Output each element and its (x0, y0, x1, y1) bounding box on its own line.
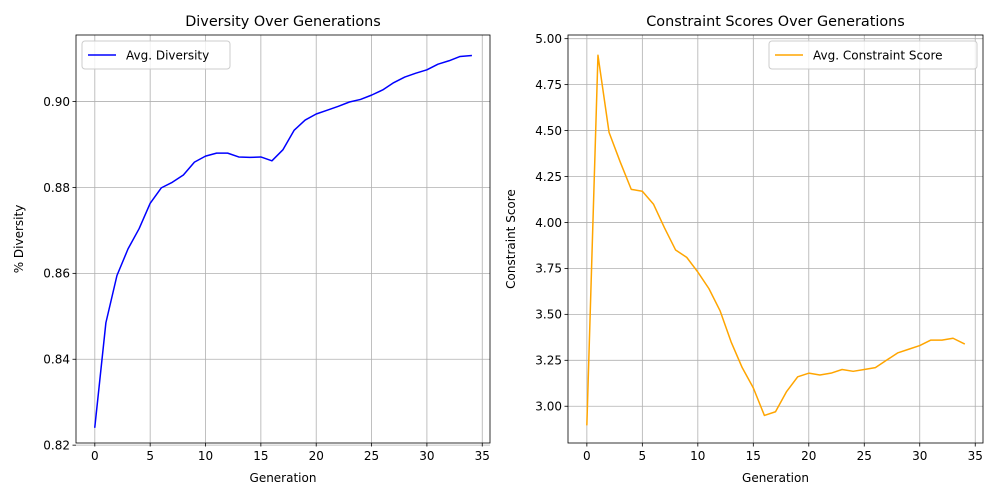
x-tick-label: 35 (968, 449, 983, 463)
grid (568, 35, 983, 443)
x-tick-label: 35 (475, 449, 490, 463)
y-axis-label: % Diversity (12, 205, 26, 274)
y-tick-label: 0.82 (43, 438, 70, 452)
x-tick-label: 5 (146, 449, 154, 463)
x-tick-label: 0 (91, 449, 99, 463)
series-line-0 (586, 54, 966, 426)
legend-label: Avg. Constraint Score (813, 48, 943, 62)
x-tick-label: 20 (801, 449, 816, 463)
chart-title: Diversity Over Generations (185, 14, 381, 30)
y-tick-label: 0.88 (43, 181, 70, 195)
x-tick-label: 5 (639, 449, 647, 463)
legend-box (768, 40, 978, 70)
legend-box (81, 40, 231, 70)
x-tick-label: 10 (198, 449, 213, 463)
y-axis-label: Constraint Score (504, 189, 518, 289)
plot-frame (75, 34, 491, 444)
plot-frame (567, 34, 984, 444)
y-tick-label: 3.00 (535, 400, 562, 414)
grid (76, 35, 490, 446)
legend: Avg. Diversity (81, 40, 231, 70)
y-tick-label: 5.00 (535, 32, 562, 46)
y-tick-label: 0.84 (43, 353, 70, 367)
series-line-0 (93, 54, 472, 428)
x-tick-label: 0 (583, 449, 591, 463)
x-tick-label: 30 (419, 449, 434, 463)
y-tick-label: 4.25 (535, 170, 562, 184)
chart-panel-left: 0 5 10 15 20 25 30 35 0.82 0.84 0.86 0.88 0.90 Divers… (12, 14, 491, 485)
x-tick-label: 15 (253, 449, 268, 463)
chart-title: Constraint Scores Over Generations (646, 14, 905, 30)
y-tick-label: 3.75 (535, 262, 562, 276)
x-tick-label: 10 (690, 449, 705, 463)
y-tick-label: 3.50 (535, 308, 562, 322)
x-axis-label: Generation (250, 471, 317, 485)
x-tick-label: 20 (309, 449, 324, 463)
legend-label: Avg. Diversity (126, 48, 209, 62)
y-tick-label: 4.75 (535, 78, 562, 92)
x-tick-label: 25 (364, 449, 379, 463)
x-tick-label: 15 (746, 449, 761, 463)
y-tick-label: 0.90 (43, 95, 70, 109)
y-tick-label: 0.86 (43, 267, 70, 281)
x-axis-label: Generation (742, 471, 809, 485)
y-tick-label: 4.00 (535, 216, 562, 230)
y-tick-label: 4.50 (535, 124, 562, 138)
x-tick-label: 25 (857, 449, 872, 463)
chart-panel-right: 0 5 10 15 20 25 30 35 3.00 3.25 3.50 3.75 4.00 4.25 4.… (504, 14, 984, 485)
x-tick-label: 30 (912, 449, 927, 463)
y-tick-label: 3.25 (535, 354, 562, 368)
legend: Avg. Constraint Score (768, 40, 978, 70)
